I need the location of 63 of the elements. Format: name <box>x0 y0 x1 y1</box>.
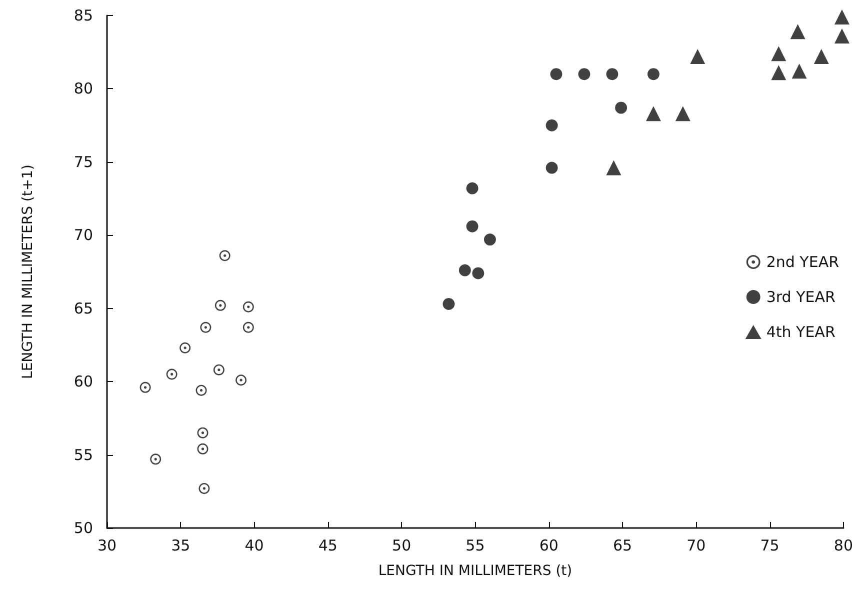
legend-label: 4th YEAR <box>766 323 836 341</box>
point <box>466 220 478 232</box>
x-tick-label: 35 <box>171 536 190 554</box>
point <box>675 106 690 122</box>
y-tick-label: 55 <box>74 446 93 464</box>
point <box>646 106 661 122</box>
x-tick-label: 75 <box>760 536 780 554</box>
point <box>484 234 496 246</box>
point <box>647 68 660 80</box>
point <box>180 342 191 354</box>
y-axis-title: LENGTH IN MILLIMETERS (t+1) <box>20 164 36 379</box>
point <box>197 427 208 438</box>
point <box>236 374 247 386</box>
point <box>790 24 806 40</box>
x-tick-label: 80 <box>834 536 854 554</box>
x-tick-label: 65 <box>612 536 632 554</box>
point <box>219 250 230 262</box>
y-tick-label: 70 <box>74 226 93 244</box>
x-tick-label: 55 <box>466 536 485 554</box>
point <box>472 267 484 280</box>
legend-label: 3rd YEAR <box>766 288 836 306</box>
point <box>690 49 706 64</box>
point <box>792 64 807 79</box>
y-tick-label: 50 <box>74 519 93 537</box>
point <box>834 9 850 24</box>
point <box>200 322 212 333</box>
legend-label: 2nd YEAR <box>766 253 840 271</box>
y-tick-label: 60 <box>74 372 93 391</box>
y-tick-label: 80 <box>74 80 93 98</box>
point <box>442 298 455 310</box>
point <box>771 46 786 62</box>
point <box>550 68 562 80</box>
y-tick-label: 65 <box>74 299 93 318</box>
point <box>166 368 178 380</box>
y-tick-label: 85 <box>74 6 93 24</box>
point <box>578 68 590 80</box>
x-axis-title: LENGTH IN MILLIMETERS (t) <box>378 563 572 579</box>
point <box>242 301 254 312</box>
point <box>214 300 226 311</box>
point <box>606 68 618 80</box>
point <box>140 382 151 393</box>
x-tick-label: 70 <box>686 536 706 554</box>
point <box>150 454 162 465</box>
point <box>196 384 207 396</box>
point <box>814 49 829 64</box>
point <box>606 160 622 176</box>
point <box>213 364 224 376</box>
x-tick-label: 50 <box>392 536 412 554</box>
y-tick-label: 75 <box>74 152 93 171</box>
x-tick-label: 30 <box>97 536 117 554</box>
point <box>834 28 850 44</box>
x-tick-label: 40 <box>244 536 264 554</box>
point <box>458 264 471 276</box>
point <box>546 119 558 132</box>
x-tick-label: 45 <box>318 536 338 554</box>
point <box>546 162 558 174</box>
point <box>197 443 208 454</box>
x-tick-label: 60 <box>539 536 558 554</box>
point <box>771 65 786 80</box>
point <box>242 322 254 333</box>
point <box>198 482 210 494</box>
point <box>615 102 628 114</box>
point <box>466 182 478 194</box>
